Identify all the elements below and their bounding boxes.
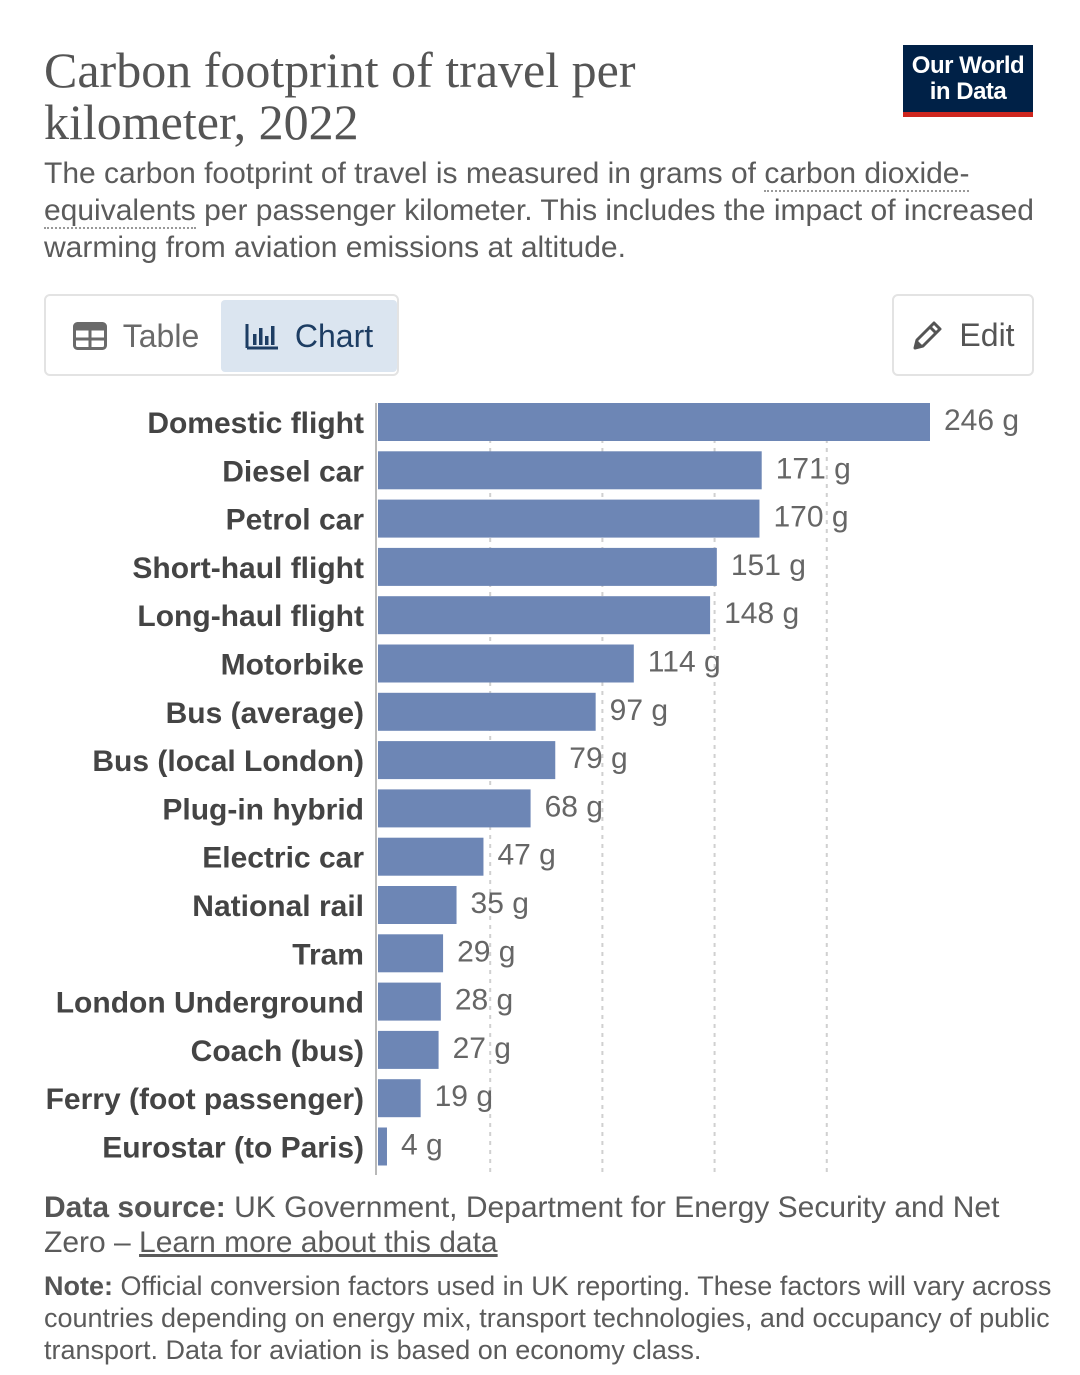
bar-12[interactable] (378, 982, 441, 1021)
category-label-4: Long-haul flight (137, 600, 364, 633)
data-source: Data source: UK Government, Department f… (44, 1190, 1044, 1260)
bar-9[interactable] (378, 837, 484, 876)
tab-chart-label: Chart (294, 317, 374, 354)
note-text: Official conversion factors used in UK r… (44, 1271, 1052, 1365)
bar-3[interactable] (378, 547, 717, 586)
value-label-12: 28 g (455, 984, 513, 1017)
category-label-14: Ferry (foot passenger) (46, 1083, 364, 1116)
bar-7[interactable] (378, 741, 556, 780)
value-label-1: 171 g (776, 452, 851, 485)
chart-note: Note: Official conversion factors used i… (44, 1270, 1054, 1366)
bar-14[interactable] (378, 1079, 421, 1118)
category-label-3: Short-haul flight (132, 552, 364, 585)
chart-title: Carbon footprint of travel per kilometer… (44, 42, 636, 150)
value-label-8: 68 g (545, 790, 603, 823)
category-label-11: Tram (292, 938, 364, 971)
bar-0[interactable] (378, 403, 930, 441)
subtitle-definition-link[interactable]: carbon dioxide-equivalents (44, 157, 970, 229)
bar-chart-icon (245, 322, 279, 350)
edit-label: Edit (959, 316, 1015, 353)
value-label-11: 29 g (457, 935, 515, 968)
table-icon (72, 322, 107, 350)
tab-table[interactable]: Table (52, 300, 220, 372)
owid-logo[interactable]: Our World in Data (903, 45, 1033, 117)
logo-line-2: in Data (929, 78, 1007, 105)
category-label-1: Diesel car (222, 455, 364, 488)
category-label-8: Plug-in hybrid (162, 793, 364, 826)
subtitle-text-2: per passenger kilometer. This includes t… (44, 194, 1034, 264)
category-label-0: Domestic flight (147, 407, 364, 440)
bar-11[interactable] (378, 934, 444, 973)
tab-table-label: Table (122, 317, 200, 354)
category-label-15: Eurostar (to Paris) (102, 1132, 364, 1165)
pencil-icon (911, 318, 945, 352)
chart-subtitle: The carbon footprint of travel is measur… (44, 155, 1034, 266)
category-label-5: Motorbike (221, 649, 364, 682)
value-label-14: 19 g (435, 1080, 493, 1113)
value-label-2: 170 g (773, 501, 848, 534)
source-text: UK Government, Department for Energy Sec… (44, 1191, 1000, 1259)
edit-button[interactable]: Edit (892, 294, 1034, 376)
value-label-5: 114 g (648, 646, 721, 679)
value-label-13: 27 g (453, 1032, 511, 1065)
bar-2[interactable] (378, 499, 760, 538)
learn-more-link[interactable]: Learn more about this data (139, 1226, 498, 1259)
value-label-3: 151 g (731, 549, 806, 582)
bar-10[interactable] (378, 886, 457, 924)
tab-chart[interactable]: Chart (221, 300, 397, 372)
note-label: Note: (44, 1271, 113, 1301)
value-label-9: 47 g (497, 839, 555, 872)
bar-chart: Domestic flight 246 g Diesel car 171 g Petro… (46, 403, 1019, 1175)
bar-6[interactable] (378, 692, 596, 731)
bar-1[interactable] (378, 451, 762, 490)
view-tabs: Table Chart (44, 294, 399, 376)
value-label-4: 148 g (724, 597, 799, 630)
category-label-13: Coach (bus) (191, 1035, 364, 1068)
bar-13[interactable] (378, 1030, 439, 1069)
value-label-10: 35 g (471, 887, 529, 920)
category-label-6: Bus (average) (166, 697, 364, 730)
bar-5[interactable] (378, 644, 634, 683)
bar-4[interactable] (378, 596, 711, 635)
value-label-15: 4 g (401, 1129, 443, 1162)
category-label-9: Electric car (202, 842, 364, 875)
category-label-7: Bus (local London) (92, 745, 364, 778)
category-label-10: National rail (192, 890, 364, 923)
category-label-2: Petrol car (226, 504, 365, 537)
bar-8[interactable] (378, 789, 531, 828)
logo-line-1: Our World (911, 52, 1025, 79)
source-label: Data source: (44, 1191, 226, 1224)
bar-15[interactable] (378, 1127, 387, 1166)
category-label-12: London Underground (56, 987, 364, 1020)
value-label-7: 79 g (569, 742, 627, 775)
value-label-6: 97 g (610, 694, 668, 727)
subtitle-text-1: The carbon footprint of travel is measur… (44, 157, 765, 190)
value-label-0: 246 g (944, 404, 1019, 437)
